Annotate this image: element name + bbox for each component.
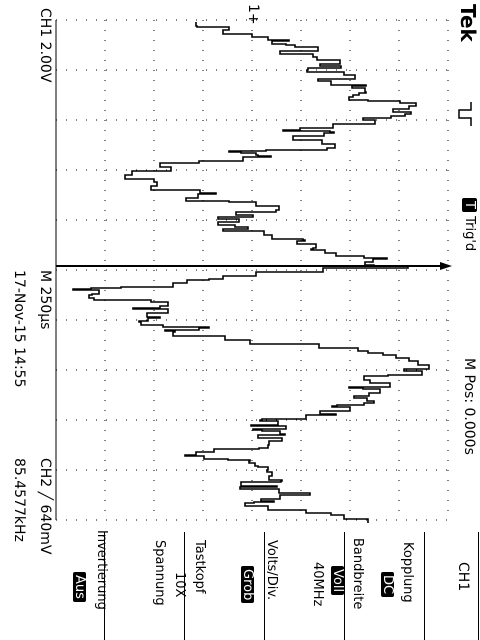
- menu-title: CH1: [455, 562, 471, 592]
- menu-item-value: Aus: [72, 572, 87, 602]
- menu-divider: [264, 532, 265, 640]
- menu-item-extra: Spannung: [152, 540, 167, 606]
- brand-label: Tek: [456, 4, 480, 42]
- menu-item-value: Grob: [240, 566, 255, 604]
- menu-divider: [344, 532, 345, 640]
- menu-divider: [478, 532, 479, 640]
- menu-item-label: Tastkopf: [192, 540, 207, 594]
- trigger-badge: T: [462, 198, 477, 212]
- trigger-status-text: Trig'd: [462, 216, 477, 252]
- datetime-readout: 17-Nov-15 14:55: [11, 270, 27, 388]
- timebase-readout: M 250µs: [37, 270, 53, 330]
- channel-scale-readout: CH1 2.00V: [37, 8, 53, 83]
- ch1-waveform-trace: [72, 22, 430, 523]
- menu-divider: [184, 532, 185, 640]
- menu-divider: [104, 532, 105, 640]
- menu-item-label: Invertierung: [94, 530, 109, 610]
- menu-item-value: Voll: [330, 566, 345, 596]
- pulse-icon: [458, 102, 472, 126]
- menu-item-label: Bandbreite: [350, 538, 365, 610]
- menu-item-value: DC: [380, 572, 395, 598]
- graticule-grid: [55, 19, 449, 521]
- ch1-marker: 1+: [245, 4, 261, 25]
- menu-item-extra: 40MHz: [310, 562, 325, 607]
- menu-divider: [424, 532, 425, 640]
- position-readout: M Pos: 0.000s: [461, 358, 477, 455]
- trigger-level-marker: [440, 262, 452, 270]
- menu-item-value: 10X: [172, 572, 187, 598]
- trigger-status: T Trig'd: [462, 198, 477, 252]
- menu-item-label: Kopplung: [400, 542, 415, 603]
- menu-item-label: Volts/Div.: [264, 540, 279, 601]
- frequency-readout: 85.4577kHz: [11, 458, 27, 542]
